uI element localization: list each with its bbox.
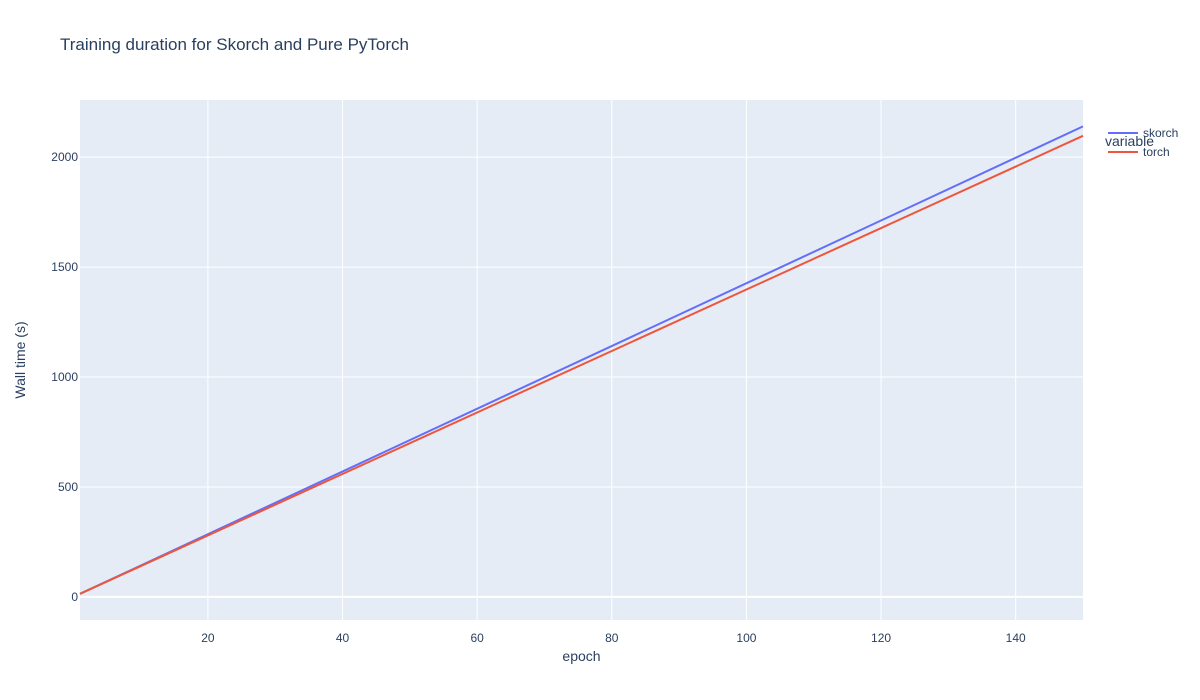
legend-label-skorch: skorch [1143,126,1178,140]
legend: variable skorch torch [1105,126,1178,159]
y-axis-ticks: 0 500 1000 1500 2000 [51,150,78,604]
series-lines [79,125,1084,595]
chart-title: Training duration for Skorch and Pure Py… [60,35,409,54]
y-tick-label: 2000 [51,150,78,164]
y-axis-title: Wall time (s) [12,321,28,398]
y-tick-label: 0 [71,590,78,604]
y-tick-label: 1500 [51,260,78,274]
x-tick-label: 100 [736,631,756,645]
x-tick-label: 120 [871,631,891,645]
legend-title: variable [1105,133,1154,149]
y-gridlines [80,156,1083,598]
x-axis-title: epoch [562,648,600,664]
y-tick-label: 1000 [51,370,78,384]
legend-items: skorch torch [1108,126,1178,159]
x-tick-label: 40 [336,631,350,645]
x-tick-label: 20 [201,631,215,645]
x-gridlines [207,100,1017,620]
series-line-torch [79,134,1084,595]
x-tick-label: 60 [470,631,484,645]
legend-label-torch: torch [1143,145,1170,159]
y-tick-label: 500 [58,480,78,494]
series-line-skorch [79,125,1084,595]
x-tick-label: 80 [605,631,619,645]
x-tick-label: 140 [1006,631,1026,645]
x-axis-ticks: 20 40 60 80 100 120 140 [201,631,1026,645]
